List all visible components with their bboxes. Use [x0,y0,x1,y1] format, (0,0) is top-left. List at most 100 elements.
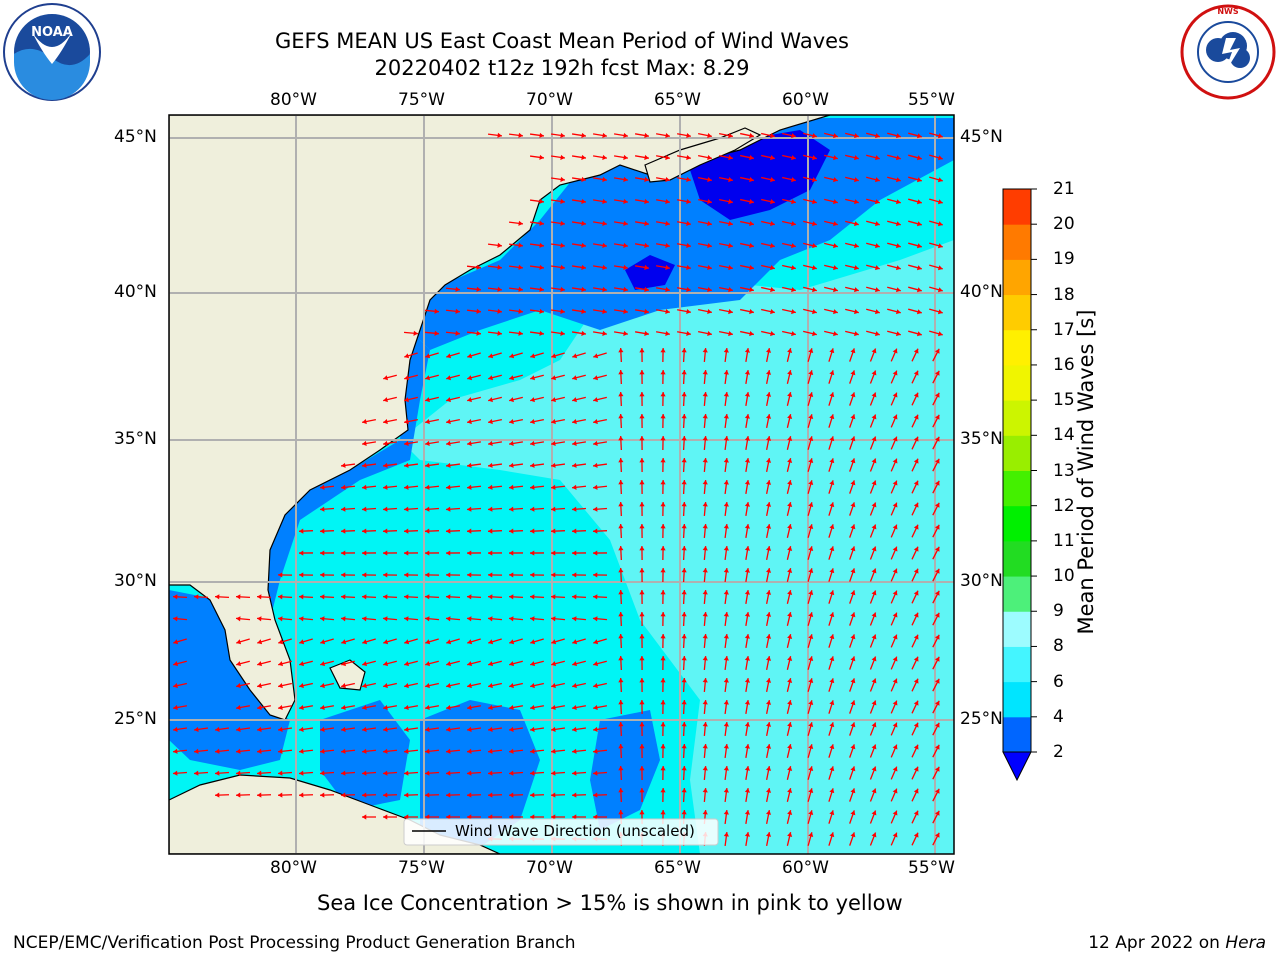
wind-wave-arrowhead [467,814,472,820]
wind-wave-arrowhead [362,572,367,578]
wind-wave-arrowhead [723,700,729,705]
wind-wave-arrowhead [572,550,577,556]
wind-wave-arrowhead [467,616,472,622]
wind-wave-arrowhead [530,506,535,512]
land-nova-scotia [644,127,762,183]
light-cyan-region [400,240,954,854]
wind-wave-arrowhead [404,550,409,556]
wind-wave-arrowhead [707,330,712,337]
wind-wave-arrowhead [829,458,835,464]
wind-wave-arrowhead [530,594,535,600]
wind-wave-arrowhead [850,700,856,706]
wind-wave-arrowhead [425,594,430,600]
wind-wave-arrowhead [829,392,835,398]
lon-label-top: 70°W [526,90,573,110]
wind-wave-arrowhead [766,414,772,419]
wind-wave-arrowhead [833,309,838,315]
wind-wave-arrowhead [560,242,565,248]
wind-wave-arrowhead [623,154,628,160]
wind-wave-arrowhead [681,766,687,771]
wind-wave-arrowhead [404,528,409,534]
wind-wave-arrowhead [320,484,325,490]
wind-wave-arrowhead [787,502,793,507]
wind-wave-arrowhead [916,287,922,293]
wind-wave-arrowhead [787,436,793,441]
wind-wave-arrowhead [551,572,556,578]
wind-wave-arrowhead [551,506,556,512]
wind-wave-arrowhead [639,414,645,419]
wind-wave-arrowhead [808,832,814,838]
wind-wave-arrowhead [509,462,514,468]
wind-wave-arrowhead [488,748,493,754]
wind-wave-arrowhead [681,678,687,683]
wind-wave-arrowhead [509,484,514,490]
wind-wave-arrowhead [829,546,835,552]
wind-wave-arrowhead [702,634,708,639]
wind-wave-arrowhead [467,550,472,556]
wind-wave-arrowhead [539,198,544,204]
wind-wave-arrowhead [660,590,666,595]
wind-wave-arrowhead [257,792,262,798]
wind-wave-arrowhead [808,502,814,508]
wind-wave-arrowhead [383,572,388,578]
wind-wave-arrowhead [572,661,577,667]
wind-wave-arrowhead [937,199,943,205]
wind-wave-arrowhead [467,661,472,667]
wind-wave-arrowhead [850,458,856,464]
wind-wave-arrowhead [681,810,687,815]
wind-wave-arrowhead [488,704,493,711]
wind-wave-arrowhead [895,133,901,139]
wind-wave-arrowhead [723,634,729,639]
colorbar-tick-label: 2 [1053,742,1064,762]
wind-wave-arrowhead [808,546,814,552]
wind-wave-arrowhead [874,265,880,271]
wind-wave-arrowhead [639,458,645,463]
wind-wave-arrowhead [934,414,940,420]
wind-wave-arrowhead [194,748,199,754]
wind-wave-arrowhead [476,308,481,314]
wind-wave-arrowhead [707,154,712,161]
wind-wave-arrowhead [551,462,556,468]
wind-wave-arrowhead [455,330,460,336]
wind-wave-arrowhead [572,397,577,403]
wind-wave-arrowhead [665,176,670,183]
wind-wave-arrowhead [383,683,388,689]
wind-wave-arrowhead [278,726,283,732]
wind-wave-arrowhead [874,331,880,337]
wind-wave-arrowhead [934,612,940,618]
wind-wave-arrowhead [660,414,666,419]
wind-wave-arrowhead [602,132,607,138]
wind-wave-arrowhead [320,683,325,689]
wind-wave-arrowhead [808,480,814,486]
colorbar-tick-label: 12 [1053,495,1075,516]
wind-wave-arrowhead [362,814,367,820]
wind-wave-arrowhead [509,440,514,446]
colorbar-tick-label: 20 [1053,214,1075,235]
wind-wave-arrowhead [434,308,439,314]
wind-wave-arrowhead [871,524,877,530]
wind-wave-arrowhead [850,590,856,596]
wind-wave-arrowhead [744,722,750,727]
wind-wave-arrowhead [812,199,817,205]
wind-wave-arrowhead [723,436,729,441]
wind-wave-arrowhead [871,832,877,838]
wind-wave-arrowhead [320,572,325,578]
wind-wave-arrowhead [850,480,856,486]
wind-wave-arrowhead [850,370,856,376]
wind-wave-arrowhead [404,419,409,425]
wind-wave-arrowhead [639,524,645,529]
wind-wave-arrowhead [278,639,284,645]
wind-wave-arrowhead [723,832,729,837]
wind-wave-arrowhead [488,484,493,490]
wind-wave-arrowhead [320,748,325,754]
wind-wave-arrowhead [572,683,577,689]
wind-wave-arrowhead [446,572,451,578]
wind-wave-arrowhead [850,678,856,684]
wind-wave-arrowhead [476,264,481,270]
wind-wave-arrowhead [551,748,556,754]
wind-wave-arrowhead [723,458,729,463]
colorbar-cell [1003,505,1031,542]
wind-wave-arrowhead [665,132,670,139]
wind-wave-arrowhead [937,133,943,139]
